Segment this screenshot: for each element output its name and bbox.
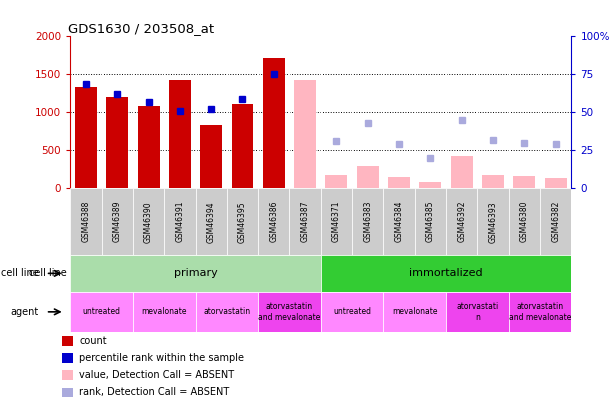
Text: GSM46380: GSM46380 xyxy=(520,201,529,243)
Bar xyxy=(196,292,258,332)
Bar xyxy=(70,255,321,292)
Bar xyxy=(196,188,227,255)
Text: GSM46393: GSM46393 xyxy=(489,201,497,243)
Bar xyxy=(62,370,73,380)
Text: GSM46394: GSM46394 xyxy=(207,201,216,243)
Bar xyxy=(258,188,290,255)
Bar xyxy=(101,188,133,255)
Text: GDS1630 / 203508_at: GDS1630 / 203508_at xyxy=(68,22,214,35)
Bar xyxy=(482,175,504,188)
Bar xyxy=(384,292,446,332)
Bar xyxy=(321,188,352,255)
Bar xyxy=(62,353,73,363)
Bar xyxy=(263,58,285,188)
Bar xyxy=(326,175,348,188)
Text: atorvastatin: atorvastatin xyxy=(203,307,251,316)
Bar xyxy=(62,336,73,345)
Text: GSM46383: GSM46383 xyxy=(364,201,372,243)
Bar xyxy=(232,104,254,188)
Text: rank, Detection Call = ABSENT: rank, Detection Call = ABSENT xyxy=(79,387,230,397)
Bar xyxy=(133,188,164,255)
Text: mevalonate: mevalonate xyxy=(142,307,187,316)
Text: count: count xyxy=(79,336,107,346)
Text: GSM46371: GSM46371 xyxy=(332,201,341,243)
Bar xyxy=(200,124,222,188)
Text: GSM46382: GSM46382 xyxy=(551,201,560,243)
Text: cell line: cell line xyxy=(29,269,67,278)
Text: value, Detection Call = ABSENT: value, Detection Call = ABSENT xyxy=(79,370,235,380)
Text: GSM46395: GSM46395 xyxy=(238,201,247,243)
Bar xyxy=(321,292,384,332)
Text: mevalonate: mevalonate xyxy=(392,307,437,316)
Text: agent: agent xyxy=(10,307,38,317)
Text: untreated: untreated xyxy=(333,307,371,316)
Text: GSM46387: GSM46387 xyxy=(301,201,310,243)
Text: GSM46386: GSM46386 xyxy=(269,201,278,243)
Bar xyxy=(106,97,128,188)
Bar xyxy=(446,292,509,332)
Bar xyxy=(137,106,159,188)
Bar xyxy=(227,188,258,255)
Text: atorvastatin
and mevalonate: atorvastatin and mevalonate xyxy=(258,302,321,322)
Bar xyxy=(357,166,379,188)
Text: atorvastati
n: atorvastati n xyxy=(456,302,499,322)
Bar xyxy=(544,179,566,188)
Bar xyxy=(540,188,571,255)
Text: GSM46384: GSM46384 xyxy=(395,201,403,243)
Text: atorvastatin
and mevalonate: atorvastatin and mevalonate xyxy=(509,302,571,322)
Bar xyxy=(321,255,571,292)
Bar xyxy=(294,81,316,188)
Bar xyxy=(419,182,441,188)
Text: GSM46391: GSM46391 xyxy=(175,201,185,243)
Text: GSM46388: GSM46388 xyxy=(81,201,90,243)
Bar xyxy=(290,188,321,255)
Bar xyxy=(164,188,196,255)
Bar xyxy=(384,188,415,255)
Bar xyxy=(70,188,101,255)
Bar xyxy=(258,292,321,332)
Bar xyxy=(62,388,73,397)
Bar xyxy=(509,292,571,332)
Text: primary: primary xyxy=(174,269,218,278)
Text: cell line: cell line xyxy=(1,269,38,278)
Text: percentile rank within the sample: percentile rank within the sample xyxy=(79,353,244,363)
Text: untreated: untreated xyxy=(82,307,120,316)
Bar xyxy=(70,292,133,332)
Bar xyxy=(477,188,509,255)
Text: GSM46389: GSM46389 xyxy=(113,201,122,243)
Bar xyxy=(451,156,473,188)
Bar xyxy=(513,176,535,188)
Bar xyxy=(133,292,196,332)
Bar xyxy=(388,177,410,188)
Bar xyxy=(446,188,477,255)
Text: GSM46392: GSM46392 xyxy=(457,201,466,243)
Bar xyxy=(169,81,191,188)
Text: GSM46385: GSM46385 xyxy=(426,201,435,243)
Bar xyxy=(75,87,97,188)
Text: immortalized: immortalized xyxy=(409,269,483,278)
Bar xyxy=(509,188,540,255)
Bar xyxy=(352,188,384,255)
Bar xyxy=(415,188,446,255)
Text: GSM46390: GSM46390 xyxy=(144,201,153,243)
